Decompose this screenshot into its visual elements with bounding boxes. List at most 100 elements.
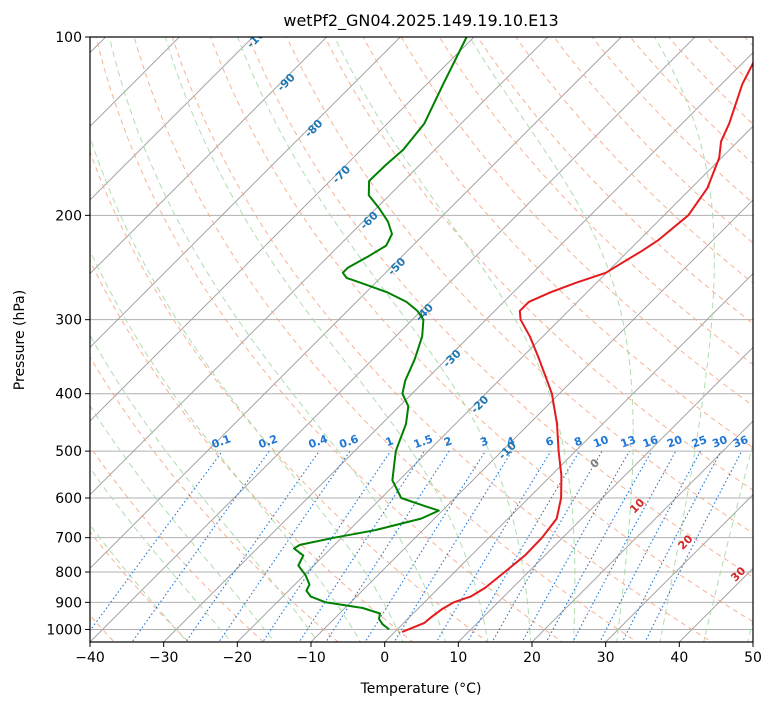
isotherm-line <box>594 24 775 654</box>
dry-adiabats <box>0 26 775 654</box>
y-tick-label: 400 <box>55 387 82 403</box>
isotherm-line <box>299 24 775 654</box>
mixing-ratio-label: 16 <box>641 433 660 451</box>
x-tick-label: −20 <box>223 650 253 666</box>
y-tick-label: 700 <box>55 531 82 547</box>
y-tick-label: 500 <box>55 444 82 460</box>
isotherm-line <box>741 24 775 654</box>
y-tick-label: 900 <box>55 595 82 611</box>
isotherm-label: -80 <box>302 117 325 140</box>
isotherm-label: -50 <box>385 255 408 278</box>
moist-adiabat <box>701 24 775 654</box>
x-tick-label: −40 <box>75 650 105 666</box>
mixing-ratio-line <box>124 451 270 654</box>
moist-adiabat <box>0 24 241 654</box>
wet-bulb-label: 0 <box>588 456 603 471</box>
mixing-ratio-line <box>387 451 512 654</box>
mixing-ratio-label: 3 <box>478 434 490 449</box>
dry-adiabat <box>169 26 731 654</box>
isotherm-label: -20 <box>468 393 491 416</box>
isotherm-line <box>0 24 193 654</box>
dry-adiabat <box>621 26 775 654</box>
x-tick-label: 20 <box>523 650 541 666</box>
moist-adiabat <box>62 24 408 654</box>
moist-adiabat <box>462 24 634 654</box>
x-tick-label: 30 <box>597 650 615 666</box>
dry-adiabat <box>508 26 775 654</box>
dry-adiabat <box>734 26 775 654</box>
dry-adiabat <box>94 26 580 654</box>
y-tick-label: 100 <box>55 30 82 46</box>
moist-adiabat <box>233 24 532 654</box>
y-axis-label: Pressure (hPa) <box>12 290 28 390</box>
mixing-ratio-label: 0.1 <box>210 432 233 451</box>
dry-adiabat <box>244 26 775 654</box>
y-tick-label: 800 <box>55 565 82 581</box>
mixing-ratio-line <box>639 451 741 654</box>
x-tick-label: −30 <box>149 650 179 666</box>
mixing-ratio-line <box>540 451 652 654</box>
y-axis-ticks: 1000 900 800 700 600 500 400 300 200 100 <box>46 30 90 638</box>
isotherm-line <box>373 24 775 654</box>
dry-adiabat <box>0 26 277 654</box>
dry-adiabat <box>207 26 775 654</box>
isotherm-line <box>0 24 561 654</box>
mixing-ratio-label: 25 <box>690 433 709 450</box>
mixing-ratio-line <box>292 451 425 654</box>
mixing-ratio-line <box>319 451 450 654</box>
dry-adiabat <box>697 26 775 654</box>
dry-adiabat <box>395 26 775 654</box>
moist-adiabat <box>162 24 491 654</box>
dry-adiabat <box>433 26 775 654</box>
x-tick-label: 50 <box>744 650 762 666</box>
isotherm-line <box>0 24 340 654</box>
temperature-profile <box>402 37 767 632</box>
mixing-ratio-label: 13 <box>619 433 638 450</box>
x-axis-label: Temperature (°C) <box>360 681 482 697</box>
isotherm-line <box>667 24 775 654</box>
x-tick-label: 10 <box>449 650 467 666</box>
y-tick-label: 200 <box>55 208 82 224</box>
moist-adiabat <box>744 24 775 654</box>
mixing-ratio-label: 0.4 <box>307 432 330 451</box>
x-tick-label: 0 <box>380 650 389 666</box>
moist-adiabat <box>106 24 449 654</box>
mixing-ratio-label: 20 <box>665 433 684 451</box>
isotherm-label: -70 <box>330 163 353 186</box>
wet-bulb-label: 30 <box>728 564 748 584</box>
dry-adiabat <box>282 26 775 654</box>
mixing-ratio-label: 6 <box>544 434 556 449</box>
y-tick-label: 1000 <box>46 622 82 638</box>
moist-adiabat <box>647 24 714 654</box>
moist-adiabat <box>328 24 575 654</box>
wet-bulb-label: 20 <box>676 532 696 552</box>
isotherm-label: -10 <box>496 439 519 462</box>
isotherm-label: -30 <box>440 347 463 370</box>
mixing-ratio-label: 1 <box>384 434 396 449</box>
moist-adiabat <box>0 24 326 654</box>
dry-adiabat <box>56 26 504 654</box>
mixing-ratio-label: 10 <box>592 433 611 451</box>
moist-adiabats <box>0 24 775 654</box>
isotherm-label: -90 <box>275 71 298 94</box>
isotherm-label: -60 <box>358 209 381 232</box>
y-tick-label: 300 <box>55 313 82 329</box>
isotherm-label: -40 <box>413 301 436 324</box>
dry-adiabat <box>18 26 428 654</box>
mixing-ratio-label: 36 <box>731 433 750 451</box>
mixing-ratio-line <box>255 451 391 654</box>
mixing-ratio-line <box>430 451 551 654</box>
x-tick-label: −10 <box>296 650 326 666</box>
mixing-ratio-lines <box>73 451 742 654</box>
isotherm-line <box>0 24 487 654</box>
dry-adiabat <box>0 26 353 654</box>
y-tick-label: 600 <box>55 491 82 507</box>
mixing-ratio-line <box>486 451 602 654</box>
mixing-ratio-label: 2 <box>442 434 454 449</box>
dry-adiabat <box>659 26 775 654</box>
chart-title: wetPf2_GN04.2025.149.19.10.E13 <box>283 11 558 31</box>
